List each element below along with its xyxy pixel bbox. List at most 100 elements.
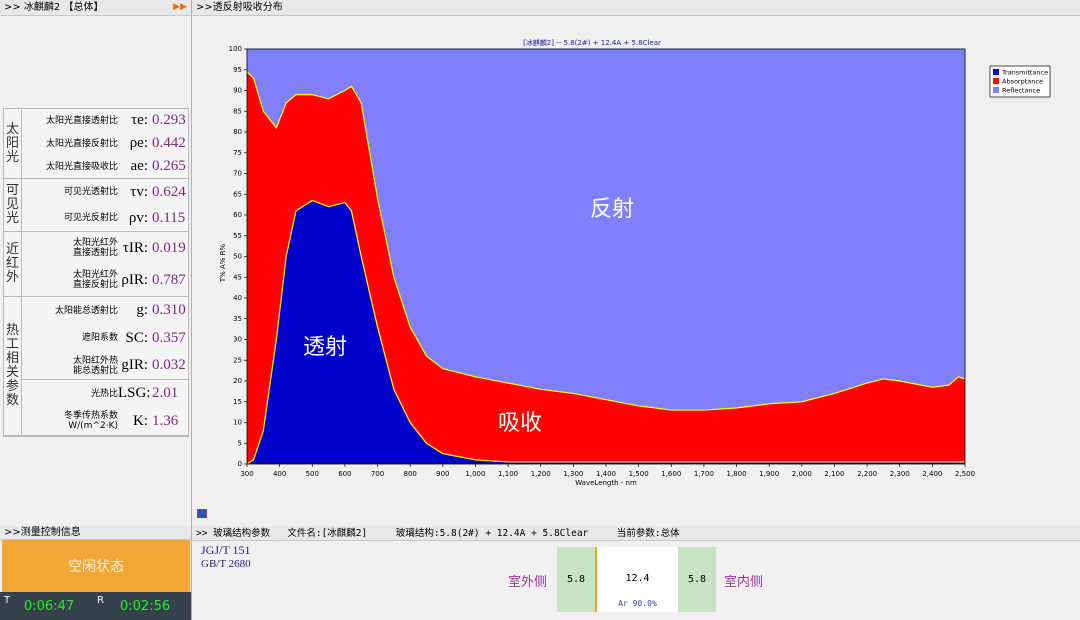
param-symbol: K: [133,412,148,429]
x-tick-label: 2,500 [955,470,975,478]
y-tick-label: 60 [233,211,242,219]
param-row: 太阳能总透射比 g: 0.310 [22,297,188,324]
param-symbol: ρIR: [121,271,148,288]
param-group: 热工相关参数 太阳能总透射比 g: 0.310 遮阳系数 SC: 0.357 太阳红外热 能总… [4,297,188,436]
x-tick-label: 1,800 [727,470,747,478]
param-row: 太阳光直接透射比 τe: 0.293 [22,109,188,132]
param-group: 太阳光 太阳光直接透射比 τe: 0.293 太阳光直接反射比 ρe: 0.442 太阳光直接… [4,109,188,179]
param-row: 冬季传热系数 W/(m^2·K) K: 1.36 [22,408,188,435]
param-name: 太阳光红外 直接反射比 [72,270,118,290]
param-symbol: SC: [125,329,148,346]
param-row: 光热比 LSG: 2.01 [22,379,188,407]
y-tick-label: 75 [233,149,242,157]
param-row: 可见光透射比 τv: 0.624 [22,179,188,205]
param-symbol: τe: [131,112,148,128]
param-name: 太阳光直接反射比 [45,138,118,149]
gas-gap: 12.4 Ar 90.0% [595,547,678,612]
param-symbol: ρv: [128,209,148,226]
param-value: 1.36 [152,412,179,429]
param-value: 2.01 [152,385,179,402]
collapse-button[interactable]: ▶▶ [173,2,187,12]
param-row: 太阳红外热 能总透射比 gIR: 0.032 [22,352,188,379]
r-time: 0:02:56 [120,599,171,614]
param-symbol: τIR: [122,239,148,256]
glass-pane: 5.8 [678,547,716,612]
param-name: 光热比 [90,388,118,399]
x-tick-label: 2,400 [922,470,942,478]
param-name: 太阳光直接吸收比 [45,161,118,172]
x-tick-label: 500 [306,470,319,478]
param-value: 0.032 [152,357,186,374]
param-name: 冬季传热系数 W/(m^2·K) [63,411,118,432]
toolbar-icon[interactable] [197,509,207,518]
structure-header: >> 玻璃结构参数 文件名:[冰麒麟2] 玻璃结构:5.8(2#) + 12.4… [192,526,1080,541]
y-tick-label: 95 [233,66,242,74]
area-annotation: 吸收 [498,411,542,436]
control-header: >>测量控制信息 [0,526,191,540]
group-rows: 太阳光红外 直接透射比 τIR: 0.019 太阳光红外 直接反射比 ρIR: 0.787 [22,232,188,296]
y-tick-label: 5 [238,439,242,447]
x-tick-label: 1,900 [759,470,779,478]
param-group: 可见光 可见光透射比 τv: 0.624 可见光反射比 ρv: 0.115 [4,179,188,232]
x-tick-label: 1,600 [661,470,681,478]
y-tick-label: 55 [233,232,242,240]
param-group: 近红外 太阳光红外 直接透射比 τIR: 0.019 太阳光红外 直接反射比 ρIR: 0.… [4,232,188,297]
y-tick-label: 25 [233,356,242,364]
x-tick-label: 1,300 [563,470,583,478]
r-label: R [97,595,104,606]
legend-swatch [993,87,999,93]
standards: JGJ/T 151 GB/T 2680 [201,543,251,571]
y-tick-label: 40 [233,294,242,302]
glass-pane: 5.8 [557,547,595,612]
current-param: 当前参数:总体 [616,528,680,539]
glass-structure: 玻璃结构:5.8(2#) + 12.4A + 5.8Clear [395,528,589,539]
y-tick-label: 0 [238,460,242,468]
group-label: 热工相关参数 [4,297,22,435]
y-tick-label: 70 [233,170,242,178]
legend-swatch [993,78,999,84]
param-row: 可见光反射比 ρv: 0.115 [22,205,188,231]
param-name: 可见光反射比 [63,213,118,223]
y-tick-label: 90 [233,87,242,95]
param-row: 太阳光直接反射比 ρe: 0.442 [22,132,188,155]
param-symbol: ρe: [129,135,148,151]
legend-label: Reflectance [1002,87,1040,95]
param-symbol: ae: [130,158,148,174]
param-value: 0.310 [152,302,186,319]
param-symbol: τv: [130,183,148,200]
y-tick-label: 20 [233,377,242,385]
parameter-table: 太阳光 太阳光直接透射比 τe: 0.293 太阳光直接反射比 ρe: 0.442 太阳光直接… [3,108,189,437]
param-name: 可见光透射比 [63,187,118,197]
timer-bar: T 0:06:47 R 0:02:56 [0,592,191,620]
param-value: 0.293 [152,112,186,128]
chart-header: >>透反射吸收分布 [192,0,1080,16]
legend-box [989,65,1051,98]
inside-label: 室内侧 [724,575,764,590]
y-tick-label: 100 [229,45,242,53]
x-tick-label: 900 [436,470,449,478]
edge-line [246,199,965,465]
x-tick-label: 2,000 [792,470,812,478]
param-symbol: g: [136,302,148,319]
outside-label: 室外侧 [508,575,548,590]
area [247,71,965,464]
group-rows: 可见光透射比 τv: 0.624 可见光反射比 ρv: 0.115 [22,179,188,231]
x-tick-label: 1,000 [465,470,485,478]
param-value: 0.787 [152,271,186,288]
chart-title: [冰麒麟2] -- 5.8(2#) + 12.4A + 5.8Clear [523,38,661,47]
x-tick-label: 1,100 [498,470,518,478]
x-tick-label: 400 [273,470,286,478]
structure-title: >> 玻璃结构参数 [196,528,271,539]
group-rows: 太阳光直接透射比 τe: 0.293 太阳光直接反射比 ρe: 0.442 太阳光直接吸收比… [22,109,188,178]
y-axis-label: T% A% R% [219,243,227,283]
y-tick-label: 10 [233,419,242,427]
x-tick-label: 1,700 [694,470,714,478]
param-name: 太阳光直接透射比 [45,115,118,126]
param-name: 太阳能总透射比 [54,305,118,316]
legend-label: Transmittance [1001,69,1048,77]
y-tick-label: 80 [233,128,242,136]
standard: JGJ/T 151 [201,543,251,557]
param-row: 太阳光红外 直接反射比 ρIR: 0.787 [22,264,188,296]
legend-label: Absorptance [1002,78,1043,86]
